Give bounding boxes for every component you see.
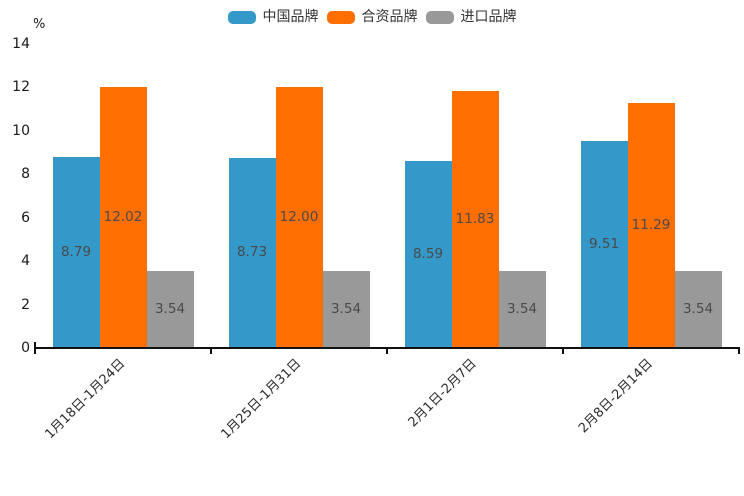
y-tick-label: 8 — [21, 166, 30, 183]
legend-item-1[interactable]: 合资品牌 — [326, 9, 418, 25]
bar-series2-group0: 3.54 — [146, 271, 194, 348]
y-axis-tick — [34, 342, 36, 347]
bar-series0-group2: 8.59 — [404, 161, 452, 348]
bar-value-label: 3.54 — [154, 300, 186, 317]
y-tick-label: 14 — [12, 36, 30, 52]
y-tick-label: 6 — [21, 209, 30, 226]
bar-value-label: 11.29 — [631, 216, 671, 233]
legend-label: 合资品牌 — [361, 9, 418, 25]
bar-series1-group2: 11.83 — [451, 91, 499, 348]
x-tick-label: 1月18日-1月24日 — [42, 356, 128, 443]
bar-series0-group1: 8.73 — [228, 158, 276, 348]
bar-series0-group3: 9.51 — [580, 141, 628, 348]
bar-value-label: 11.83 — [455, 210, 495, 227]
y-axis-unit-label: % — [33, 17, 46, 32]
bar-value-label: 3.54 — [330, 300, 362, 317]
x-axis-tick — [34, 349, 36, 354]
y-tick-label: 12 — [12, 79, 30, 96]
bar-series0-group0: 8.79 — [52, 157, 100, 348]
x-tick-label: 2月8日-2月14日 — [575, 356, 656, 437]
bar-series1-group0: 12.02 — [99, 86, 147, 348]
legend-swatch-icon — [227, 10, 256, 24]
bar-series1-group3: 11.29 — [627, 102, 675, 348]
legend-item-2[interactable]: 进口品牌 — [425, 9, 517, 25]
bar-value-label: 8.59 — [412, 245, 444, 262]
x-axis-line — [34, 347, 740, 349]
bar-series2-group2: 3.54 — [498, 271, 546, 348]
bar-value-label: 3.54 — [506, 300, 538, 317]
y-tick-label: 10 — [12, 122, 30, 139]
bar-value-label: 12.00 — [279, 208, 319, 225]
legend-label: 进口品牌 — [460, 9, 517, 25]
x-tick-label: 2月1日-2月7日 — [405, 356, 480, 431]
bar-series2-group1: 3.54 — [322, 271, 370, 348]
bar-series2-group3: 3.54 — [674, 271, 722, 348]
bar-value-label: 12.02 — [103, 208, 143, 225]
bar-value-label: 9.51 — [588, 235, 620, 252]
bar-value-label: 8.73 — [236, 244, 268, 261]
x-axis-tick — [738, 349, 740, 354]
x-axis-tick — [386, 349, 388, 354]
y-tick-label: 0 — [21, 340, 30, 356]
legend-swatch-icon — [425, 10, 454, 24]
x-axis-tick — [562, 349, 564, 354]
x-axis-tick — [210, 349, 212, 354]
legend-label: 中国品牌 — [262, 9, 319, 25]
bar-value-label: 3.54 — [682, 300, 714, 317]
y-tick-label: 2 — [21, 296, 30, 313]
bar-series1-group1: 12.00 — [275, 87, 323, 348]
chart-legend: 中国品牌 合资品牌 进口品牌 — [0, 10, 744, 24]
bar-value-label: 8.79 — [60, 243, 92, 260]
legend-swatch-icon — [326, 10, 355, 24]
x-tick-label: 1月25日-1月31日 — [218, 356, 304, 443]
legend-item-0[interactable]: 中国品牌 — [227, 9, 319, 25]
y-tick-label: 4 — [21, 253, 30, 270]
